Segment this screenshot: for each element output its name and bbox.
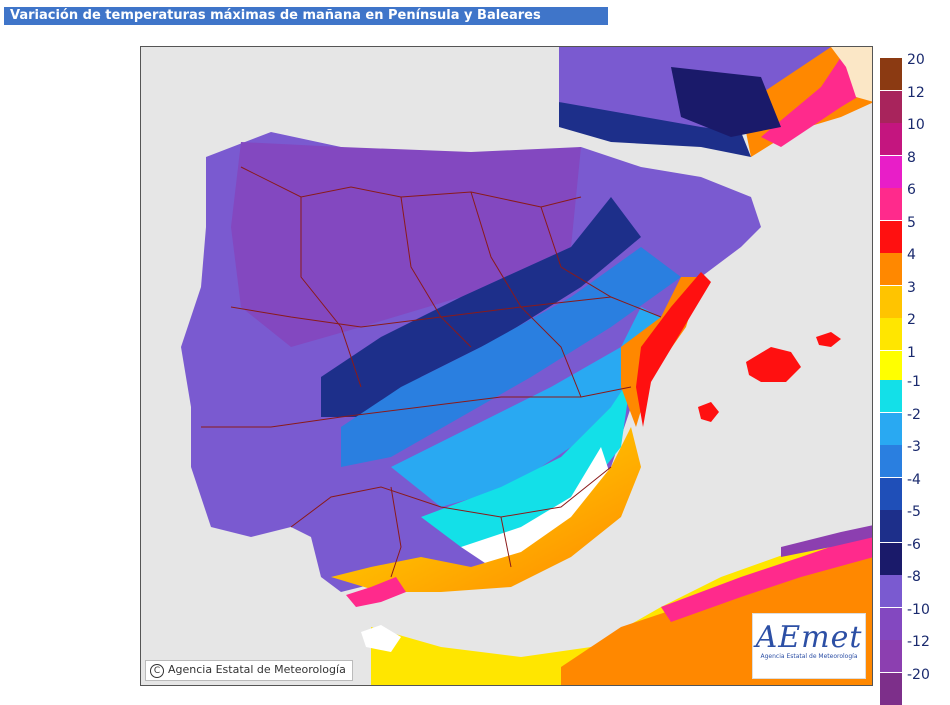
- legend-label: -5: [907, 504, 921, 520]
- legend-swatch: [880, 412, 902, 445]
- page-title: Variación de temperaturas máximas de mañ…: [4, 7, 608, 25]
- logo-subtitle: Agencia Estatal de Meteorología: [760, 653, 858, 660]
- iberia-blue-band: [341, 247, 681, 467]
- legend-swatch: [880, 58, 902, 90]
- legend-swatch: [880, 285, 902, 318]
- legend-label: 2: [907, 312, 916, 328]
- legend-label: 8: [907, 149, 916, 166]
- iberia-cyan-band: [421, 377, 631, 547]
- africa-white: [361, 625, 401, 652]
- mallorca: [746, 347, 801, 382]
- legend-swatch: [880, 542, 902, 575]
- iberia-dark-band: [321, 197, 641, 417]
- legend-swatch: [880, 607, 902, 640]
- province-borders: [201, 166, 662, 578]
- logo-word: AEmet: [755, 620, 863, 655]
- legend-swatch: [880, 445, 902, 477]
- legend-label: -12: [907, 634, 930, 650]
- legend-label: -2: [907, 406, 921, 423]
- legend-label: 6: [907, 182, 916, 198]
- copyright-text: Agencia Estatal de Meteorología: [168, 663, 346, 676]
- iberia-east-coast-red: [636, 272, 711, 427]
- france-coast-inner: [761, 52, 872, 147]
- iberia-south-coast-pink: [346, 577, 406, 607]
- legend-label: -10: [907, 601, 930, 618]
- legend-label: -20: [907, 666, 930, 683]
- legend-swatch: [880, 220, 902, 253]
- legend-swatch: [880, 510, 902, 542]
- legend-swatch: [880, 318, 902, 350]
- legend-swatch: [880, 123, 902, 155]
- legend-swatch: [880, 477, 902, 510]
- france-dark-band: [559, 102, 751, 157]
- legend-swatch: [880, 350, 902, 383]
- france-blue-band: [671, 67, 781, 137]
- legend-swatch: [880, 188, 902, 220]
- legend-label: 4: [907, 247, 916, 263]
- legend-label: -1: [907, 374, 921, 390]
- legend-label: 12: [907, 84, 925, 101]
- land-outside: [831, 47, 872, 102]
- copyright-icon: C: [150, 664, 164, 678]
- iberia-white-zone: [461, 447, 611, 567]
- legend-swatch: [880, 253, 902, 285]
- legend-swatch: [880, 90, 902, 123]
- copyright-notice: C Agencia Estatal de Meteorología: [145, 660, 353, 681]
- ibiza: [698, 402, 719, 422]
- legend-swatch: [880, 380, 902, 412]
- legend-swatch: [880, 672, 902, 705]
- africa-pink: [661, 532, 872, 622]
- map-frame: C Agencia Estatal de Meteorología AEmet A…: [140, 46, 873, 686]
- legend-label: 3: [907, 279, 916, 296]
- legend-label: 1: [907, 344, 916, 361]
- iberia-lightblue-band: [391, 307, 661, 507]
- africa-purple: [781, 525, 872, 557]
- legend-label: 5: [907, 214, 916, 231]
- iberia-south-warm: [331, 427, 641, 592]
- legend-swatch: [880, 575, 902, 607]
- legend-swatch: [880, 155, 902, 188]
- legend-label: 10: [907, 117, 925, 133]
- aemet-logo: AEmet Agencia Estatal de Meteorología: [752, 613, 866, 679]
- color-legend: 20 12 10 8 6 5 4 3 2 1 -1 -2 -3 -4 -5 -6 -8 -10 -12 -20: [880, 52, 950, 705]
- title-bar: Variación de temperaturas máximas de mañ…: [0, 0, 950, 28]
- legend-label: -8: [907, 569, 921, 585]
- menorca: [816, 332, 841, 347]
- legend-label: -6: [907, 536, 921, 553]
- legend-label: 20: [907, 52, 925, 68]
- temperature-map: [181, 47, 872, 685]
- legend-label: -4: [907, 471, 921, 488]
- legend-swatch: [880, 640, 902, 672]
- legend-label: -3: [907, 439, 921, 455]
